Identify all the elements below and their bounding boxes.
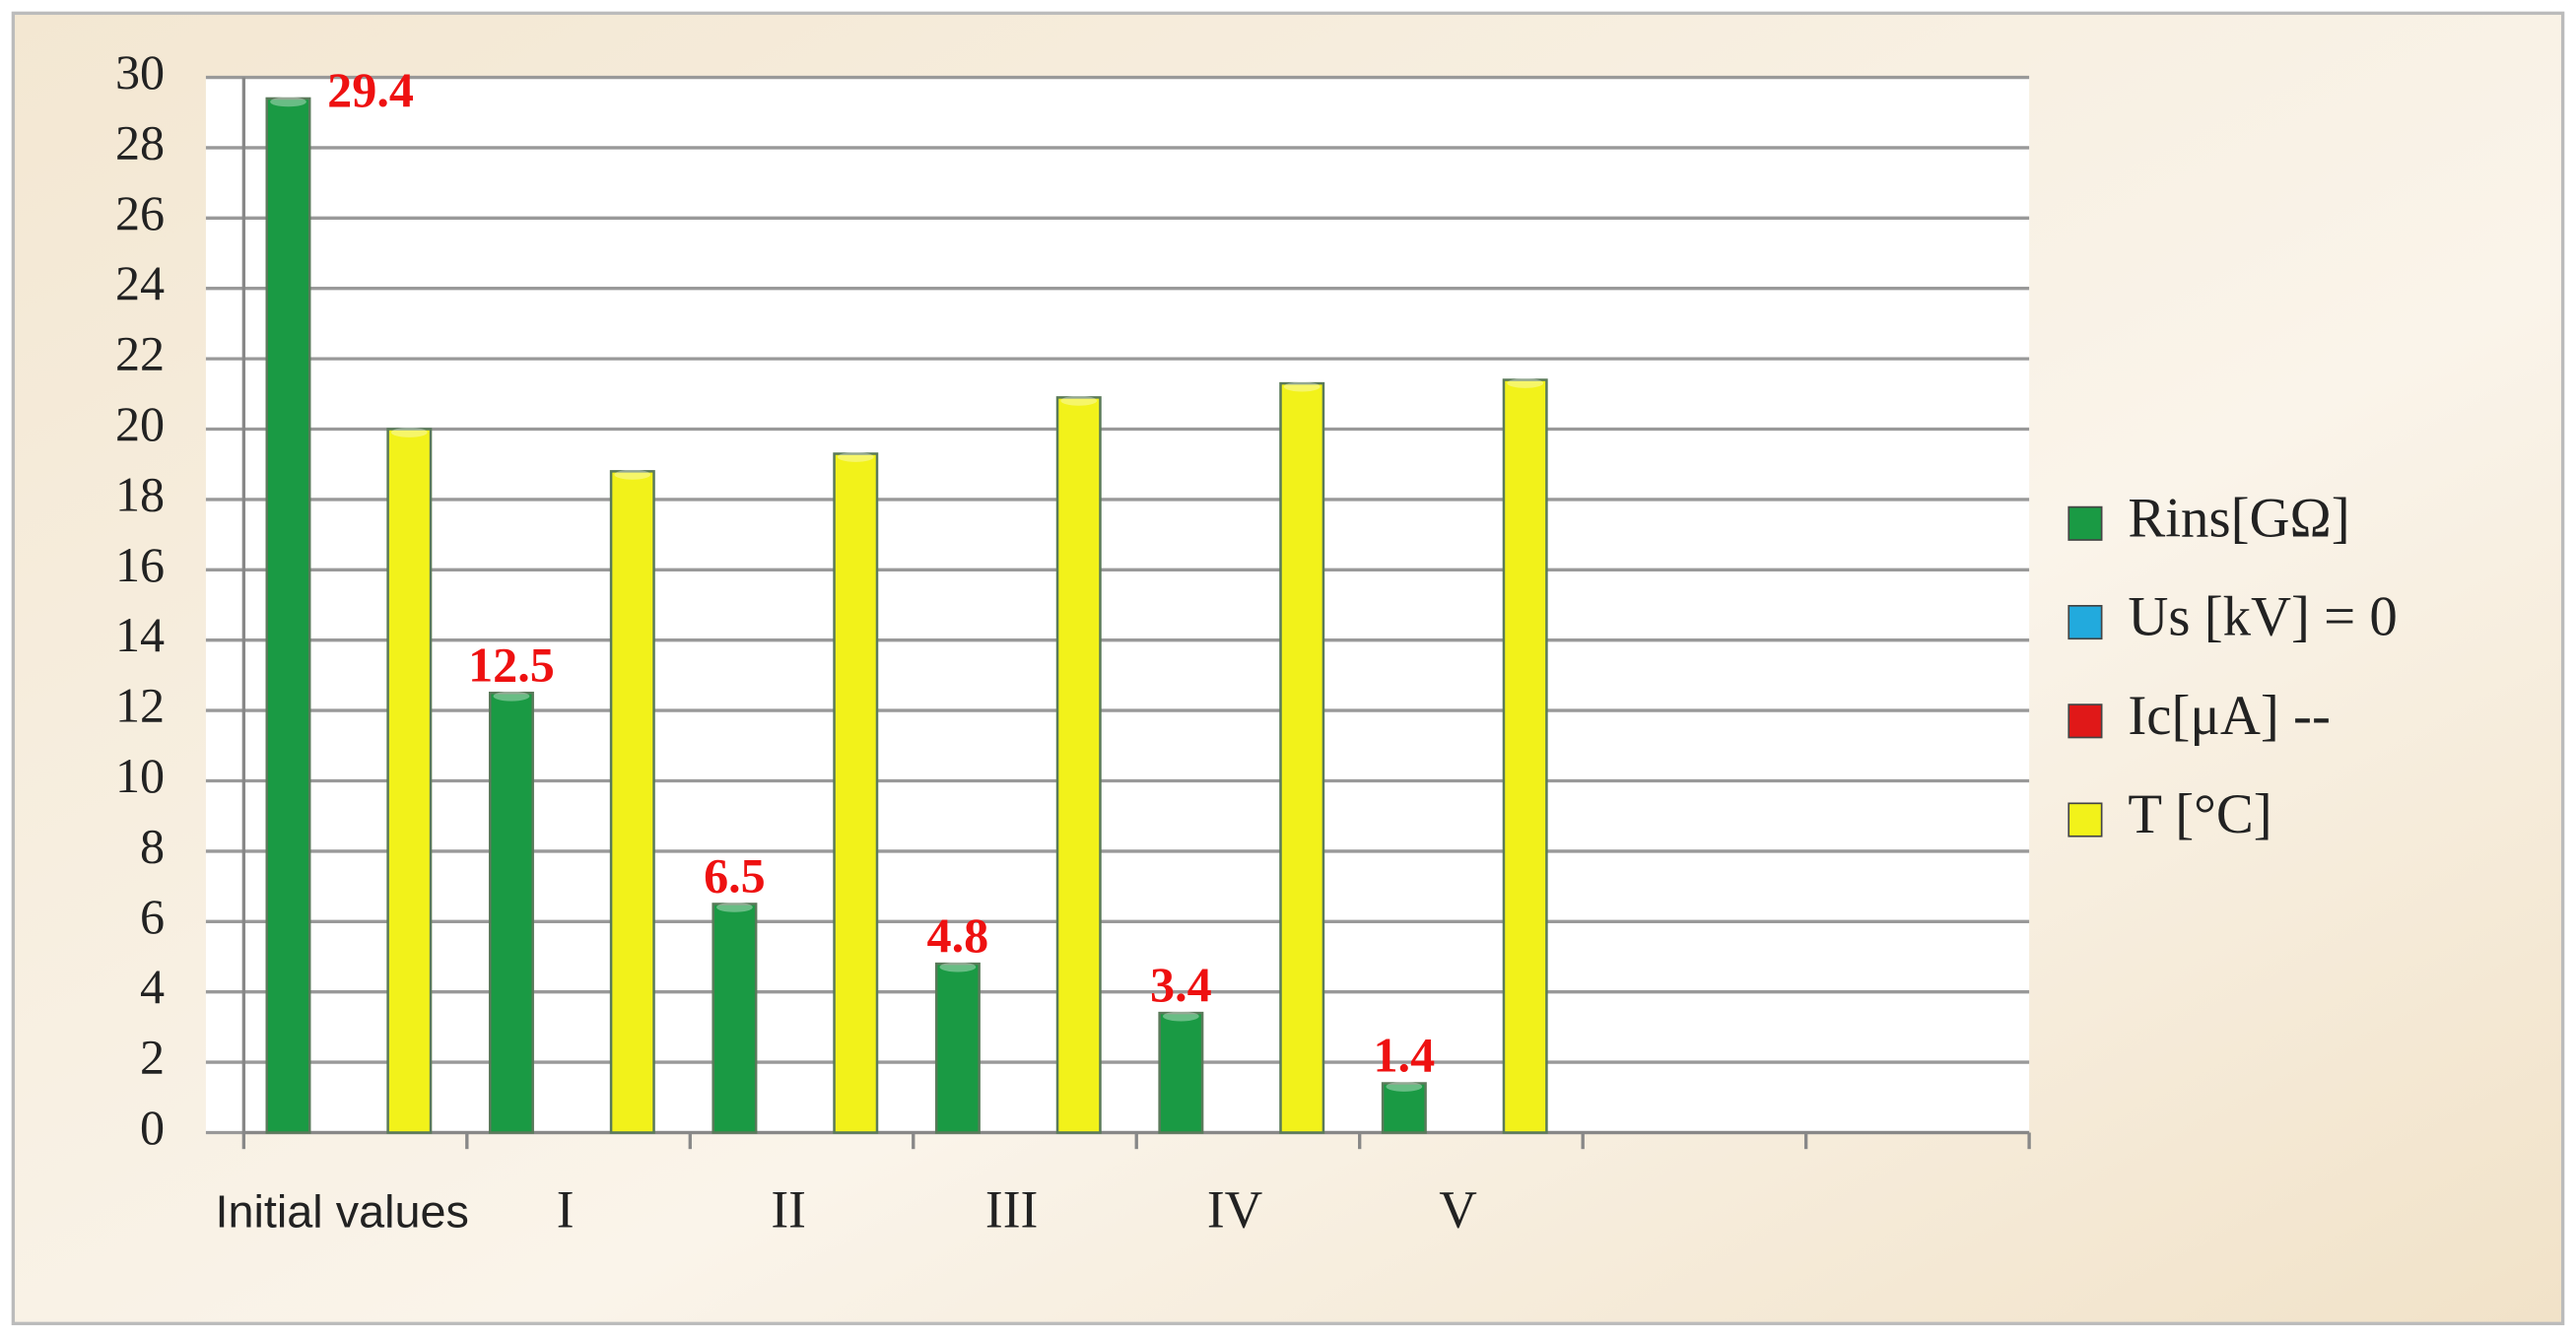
y-tick-label: 14 [115, 607, 165, 662]
bar [1055, 396, 1102, 1134]
bar [1381, 1082, 1427, 1134]
bar-top [1162, 1011, 1199, 1022]
bar [488, 691, 534, 1134]
data-label: 1.4 [1373, 1028, 1435, 1083]
y-tick-label: 12 [115, 678, 165, 733]
bar [833, 452, 879, 1134]
bar-top [270, 97, 306, 107]
bar-top [837, 451, 874, 462]
y-tick-label: 20 [115, 396, 165, 451]
y-tick-label: 28 [115, 114, 165, 169]
y-tick-label: 30 [115, 44, 165, 100]
bar-top [1283, 381, 1321, 392]
data-label: 29.4 [327, 62, 414, 117]
legend-swatch [2068, 704, 2103, 739]
x-tick-label: V [1439, 1179, 1477, 1239]
bar [712, 903, 758, 1134]
bar [934, 962, 981, 1134]
bar-top [1060, 395, 1098, 406]
y-tick-label: 24 [115, 255, 165, 310]
bar-top [614, 469, 651, 480]
plot-area [205, 77, 2030, 1133]
y-tick-label: 18 [115, 466, 165, 521]
legend-label: Us [kV] = 0 [2128, 586, 2397, 648]
y-tick-label: 0 [140, 1100, 165, 1155]
y-tick-label: 10 [115, 748, 165, 803]
legend-swatch [2068, 505, 2103, 541]
y-tick-label: 8 [140, 818, 165, 873]
data-label: 12.5 [468, 636, 555, 692]
y-tick-label: 16 [115, 537, 165, 592]
legend-swatch [2068, 605, 2103, 640]
bar [1502, 378, 1548, 1134]
y-tick-label: 4 [140, 959, 165, 1014]
legend-label: Ic[μA] -- [2128, 685, 2330, 747]
y-tick-label: 2 [140, 1030, 165, 1085]
y-tick-label: 6 [140, 889, 165, 944]
x-tick-label: III [985, 1179, 1038, 1239]
x-tick-label: Initial values [216, 1185, 469, 1237]
y-tick-label: 26 [115, 185, 165, 240]
data-label: 6.5 [704, 848, 766, 904]
bar [1158, 1011, 1204, 1134]
bar [386, 428, 433, 1134]
legend-label: T [°C] [2128, 783, 2271, 845]
x-tick-label: I [557, 1179, 575, 1239]
data-label: 4.8 [927, 907, 989, 963]
x-tick-label: IV [1207, 1179, 1263, 1239]
bar [609, 470, 655, 1134]
data-label: 3.4 [1150, 957, 1212, 1012]
bar [265, 97, 311, 1134]
bar-top [1507, 377, 1544, 388]
bar [1279, 381, 1325, 1134]
bar-top [390, 427, 428, 437]
y-tick-label: 22 [115, 326, 165, 381]
bar-top [939, 962, 977, 972]
legend-swatch [2068, 802, 2103, 838]
bar-top [1386, 1081, 1423, 1092]
legend-label: Rins[GΩ] [2128, 487, 2349, 549]
x-tick-label: II [771, 1179, 806, 1239]
bar-top [716, 902, 753, 912]
bar-top [493, 691, 530, 702]
